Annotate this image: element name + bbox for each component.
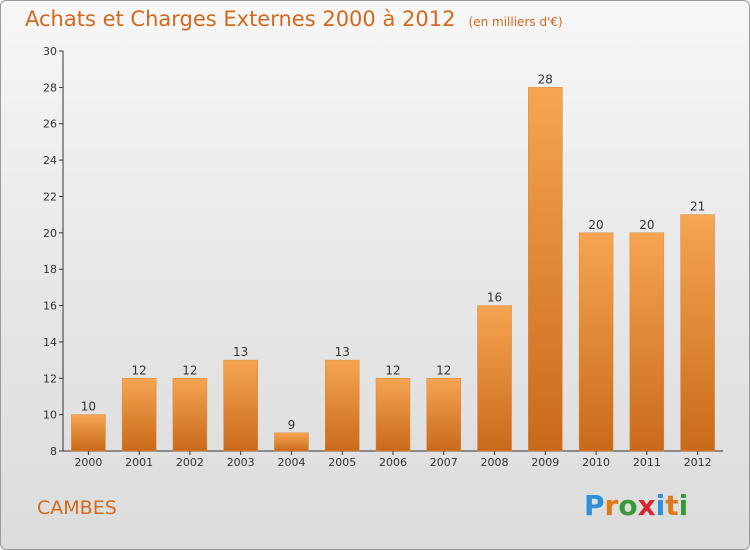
bars: 10 12 12 13 9 13 12 12 16 28 20 20 21 [71, 72, 715, 452]
x-tick-label: 2008 [481, 456, 509, 469]
y-axis: 8 10 12 14 16 18 20 22 24 26 28 30 [43, 45, 64, 458]
bar [121, 378, 157, 452]
y-tick-label: 8 [50, 445, 57, 458]
x-tick-label: 2010 [582, 456, 610, 469]
bar-value-label: 10 [81, 400, 96, 414]
logo-letter: o [618, 489, 638, 522]
chart-title-main: Achats et Charges Externes 2000 à 2012 [25, 7, 456, 31]
bar [528, 87, 563, 452]
bar [578, 232, 614, 452]
commune-name: CAMBES [37, 497, 117, 519]
logo-letter: t [665, 489, 679, 522]
x-axis: 2000 2001 2002 2003 2004 2005 2006 2007 2008 2009… [63, 450, 723, 469]
x-tick-label: 2007 [430, 456, 458, 469]
x-tick-label: 2001 [125, 456, 153, 469]
bar-value-label: 13 [335, 345, 350, 359]
bar-value-label: 21 [690, 200, 705, 214]
bar-value-label: 12 [436, 363, 451, 377]
bar [71, 414, 106, 452]
bar [172, 378, 208, 452]
bar-value-label: 28 [538, 72, 553, 86]
y-tick-label: 14 [43, 336, 57, 349]
y-tick-label: 24 [43, 154, 57, 167]
bar-value-label: 12 [182, 363, 197, 377]
chart-title: Achats et Charges Externes 2000 à 2012 (… [25, 7, 563, 31]
bar [680, 214, 715, 452]
x-tick-label: 2003 [227, 456, 255, 469]
bar-value-label: 16 [487, 291, 502, 305]
y-tick-label: 18 [43, 263, 57, 276]
bar-value-label: 12 [385, 363, 400, 377]
x-tick-label: 2006 [379, 456, 407, 469]
bar-value-label: 20 [588, 218, 603, 232]
bar-value-label: 12 [132, 363, 147, 377]
y-tick-label: 20 [43, 227, 57, 240]
bar-value-label: 20 [639, 218, 654, 232]
logo-letter: i [655, 489, 666, 522]
x-tick-label: 2011 [633, 456, 661, 469]
y-tick-label: 12 [43, 372, 57, 385]
logo-letter: i [678, 489, 689, 522]
x-tick-label: 2000 [74, 456, 102, 469]
logo-letter: x [637, 489, 656, 522]
bar [223, 359, 258, 452]
x-tick-label: 2005 [328, 456, 356, 469]
y-tick-label: 30 [43, 45, 57, 58]
bar-value-label: 13 [233, 345, 248, 359]
y-tick-label: 22 [43, 190, 57, 203]
x-tick-label: 2004 [277, 456, 305, 469]
bar [324, 359, 360, 452]
bar [274, 432, 309, 452]
logo-letter: r [604, 489, 619, 522]
y-tick-label: 10 [43, 409, 57, 422]
chart-subtitle: (en milliers d'€) [468, 15, 563, 29]
y-tick-label: 26 [43, 118, 57, 131]
y-tick-label: 16 [43, 300, 57, 313]
bar-value-label: 9 [288, 418, 296, 432]
x-tick-label: 2009 [531, 456, 559, 469]
bar [477, 305, 512, 452]
x-tick-label: 2002 [176, 456, 204, 469]
bar [426, 378, 462, 452]
y-tick-label: 28 [43, 81, 57, 94]
x-tick-label: 2012 [684, 456, 712, 469]
proxiti-logo: Proxiti [584, 489, 688, 522]
bar [629, 232, 665, 452]
bar [375, 378, 411, 452]
logo-letter: P [584, 489, 605, 522]
